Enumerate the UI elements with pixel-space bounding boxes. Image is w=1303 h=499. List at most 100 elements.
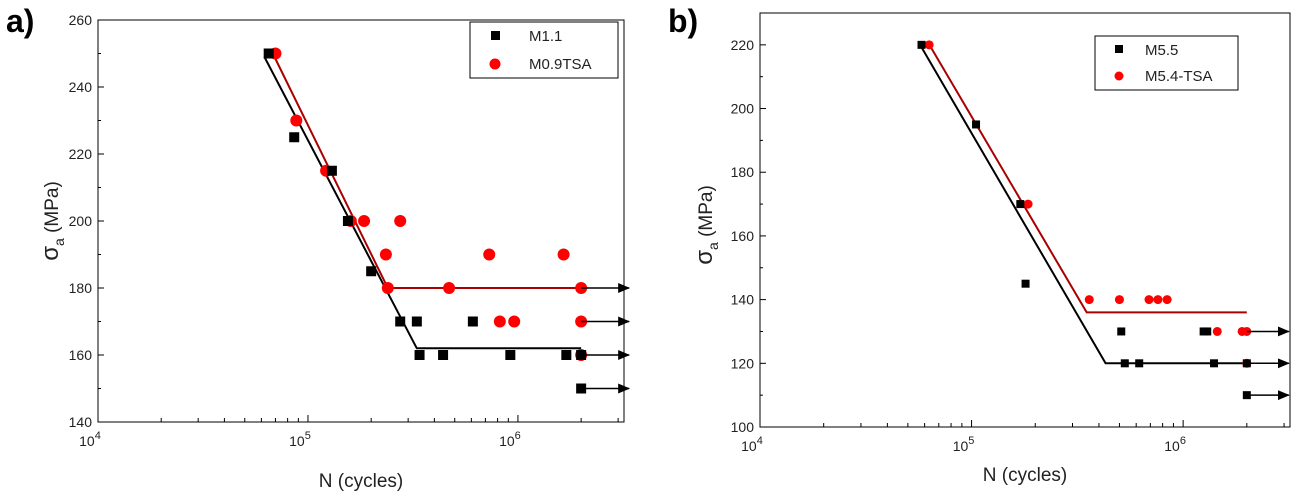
svg-text:σa (MPa): σa (MPa): [691, 185, 721, 265]
panel-a-x-ticks: 104 105 106: [79, 415, 619, 449]
data-point-square: [395, 316, 406, 327]
data-point-square: [1210, 359, 1219, 368]
data-point-circle: [379, 248, 392, 261]
data-point-square: [1021, 279, 1030, 288]
data-point-square: [1203, 327, 1212, 336]
legend-label-m1-1: M1.1: [529, 28, 562, 45]
data-point-circle: [1114, 295, 1124, 305]
panel-b-y-axis-title: σa (MPa): [691, 185, 721, 265]
data-point-square: [438, 350, 449, 360]
fit-line: [926, 41, 1247, 314]
data-point-square: [467, 316, 478, 327]
x-tick-label: 105: [953, 435, 975, 454]
y-tick-label: 220: [731, 37, 755, 53]
panel-b-x-ticks: 104 105 106: [741, 420, 1285, 454]
y-tick-label: 180: [69, 280, 93, 296]
data-point-circle: [483, 248, 496, 261]
data-point-square: [917, 40, 926, 49]
panel-a-runout-arrows: [581, 283, 631, 394]
panel-a-legend: M1.1 M0.9TSA: [469, 21, 619, 79]
svg-text:σa (MPa): σa (MPa): [37, 181, 67, 261]
panel-a-fit-lines: [263, 53, 582, 350]
data-point-circle: [381, 282, 394, 294]
data-point-square: [972, 120, 981, 129]
x-tick-base: 10: [741, 438, 757, 454]
data-point-square: [289, 132, 300, 143]
fit-line: [263, 56, 582, 350]
x-tick-label: 104: [741, 435, 763, 454]
data-point-circle: [1162, 295, 1172, 305]
x-tick-base: 10: [289, 433, 305, 449]
data-point-square: [1120, 359, 1129, 368]
y-tick-label: 120: [731, 355, 755, 371]
data-point-circle: [557, 248, 570, 261]
y-tick-label: 140: [69, 414, 93, 430]
fit-line: [271, 53, 582, 289]
y-tick-label: 220: [69, 146, 93, 162]
y-tick-label: 240: [69, 79, 93, 95]
panel-a-y-axis-title: σa (MPa): [37, 181, 67, 261]
panel-b-data-points: [917, 40, 1252, 400]
data-point-circle: [1153, 295, 1163, 305]
data-point-square: [411, 316, 422, 327]
data-point-square: [1117, 327, 1126, 336]
panel-b-x-axis-title: N (cycles): [983, 465, 1067, 486]
data-point-circle: [508, 315, 521, 328]
y-tick-label: 200: [69, 213, 93, 229]
legend-square-marker: [1115, 45, 1123, 53]
data-point-circle: [924, 40, 934, 50]
data-point-circle: [443, 282, 456, 294]
data-point-square: [414, 350, 425, 360]
x-tick-base: 10: [1164, 438, 1180, 454]
legend-label-m5-4-tsa: M5.4-TSA: [1145, 68, 1213, 85]
y-axis-subscript: a: [705, 242, 721, 250]
y-axis-symbol: σ: [691, 250, 718, 265]
panel-b-fit-lines: [917, 41, 1247, 365]
legend-square-marker: [491, 31, 500, 40]
y-tick-label: 180: [731, 164, 755, 180]
x-tick-exponent: 5: [305, 430, 311, 442]
data-point-square: [561, 350, 572, 360]
panel-b-plot-frame: [759, 12, 1291, 428]
x-tick-exponent: 5: [968, 435, 974, 447]
data-point-square: [263, 48, 274, 59]
y-tick-label: 260: [69, 12, 93, 28]
panel-b-legend: M5.5 M5.4-TSA: [1094, 35, 1239, 91]
legend-label-m0-9tsa: M0.9TSA: [529, 56, 592, 73]
y-axis-symbol: σ: [37, 246, 64, 261]
data-point-square: [366, 266, 377, 277]
legend-circle-marker: [1114, 71, 1124, 81]
x-tick-label: 104: [79, 430, 101, 449]
data-point-circle: [358, 215, 371, 227]
fit-line: [917, 41, 1247, 365]
y-axis-unit: (MPa): [696, 185, 717, 242]
data-point-circle: [1144, 295, 1154, 305]
x-tick-label: 106: [499, 430, 521, 449]
data-point-circle: [290, 114, 303, 127]
x-tick-label: 105: [289, 430, 311, 449]
x-tick-base: 10: [953, 438, 969, 454]
panel-a-label: a): [6, 3, 34, 39]
data-point-circle: [1084, 295, 1094, 305]
y-axis-subscript: a: [51, 238, 67, 246]
y-tick-label: 200: [731, 101, 755, 117]
data-point-circle: [1212, 326, 1222, 336]
data-point-square: [505, 350, 516, 360]
panel-b-label: b): [668, 3, 698, 39]
data-point-square: [1016, 200, 1025, 209]
panel-a-x-axis-title: N (cycles): [319, 471, 403, 492]
x-tick-exponent: 6: [515, 430, 521, 442]
data-point-square: [326, 165, 337, 176]
panel-a-y-ticks: 140 160 180 200 220 240 260: [69, 12, 104, 430]
panel-a-data-points: [263, 47, 588, 394]
data-point-square: [1135, 359, 1144, 368]
x-tick-exponent: 6: [1180, 435, 1186, 447]
y-axis-unit: (MPa): [42, 181, 63, 238]
y-tick-label: 140: [731, 292, 755, 308]
y-tick-label: 160: [69, 347, 93, 363]
x-tick-label: 106: [1164, 435, 1186, 454]
data-point-circle: [493, 315, 506, 328]
